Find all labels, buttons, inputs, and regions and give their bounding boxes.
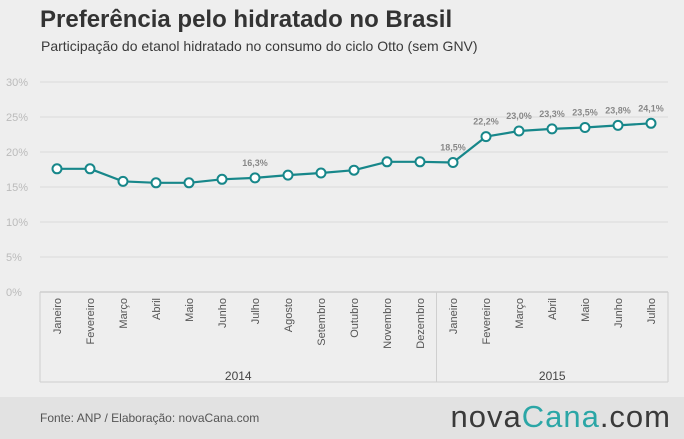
data-point [249, 172, 261, 184]
data-point [612, 119, 624, 131]
x-tick-label: Maio [580, 298, 592, 322]
data-point [315, 167, 327, 179]
y-tick-label: 0% [6, 287, 22, 299]
data-point [216, 173, 228, 185]
chart-title: Preferência pelo hidratado no Brasil [40, 6, 453, 33]
data-label: 24,1% [638, 103, 664, 113]
x-tick-label: Abril [547, 298, 559, 320]
x-tick-label: Abril [151, 298, 163, 320]
data-label: 23,0% [506, 111, 532, 121]
data-point [282, 169, 294, 181]
x-tick-label: Setembro [316, 298, 328, 346]
chart-subtitle: Participação do etanol hidratado no cons… [41, 38, 478, 54]
data-label: 18,5% [440, 143, 466, 153]
data-point [447, 157, 459, 168]
brand-logo: novaCana.com [450, 399, 671, 434]
footer-bar: Fonte: ANP / Elaboração: novaCana.com no… [0, 397, 684, 439]
data-point [381, 156, 393, 168]
y-tick-label: 25% [6, 112, 28, 124]
x-tick-label: Agosto [283, 298, 295, 332]
x-tick-label: Julho [646, 298, 658, 324]
group-label: 2015 [539, 369, 566, 383]
x-tick-label: Janeiro [52, 298, 64, 334]
data-point [51, 163, 63, 175]
data-point [513, 125, 525, 137]
data-point [117, 175, 129, 187]
y-tick-label: 20% [6, 147, 28, 159]
data-label: 23,8% [605, 105, 631, 115]
data-point [579, 122, 591, 133]
data-point [150, 177, 162, 189]
data-point [480, 131, 492, 143]
y-tick-label: 30% [6, 77, 28, 89]
x-tick-label: Fevereiro [481, 298, 493, 344]
x-tick-label: Junho [217, 298, 229, 328]
line-chart: 0% 5% 10% 15% 20% 25% 30% Janeiro Fevereiro Março… [6, 77, 669, 383]
source-note: Fonte: ANP / Elaboração: novaCana.com [40, 411, 260, 425]
data-point [645, 117, 657, 129]
x-tick-label: Janeiro [448, 298, 460, 334]
data-label: 23,5% [572, 108, 598, 118]
y-tick-label: 10% [6, 217, 28, 229]
x-tick-label: Fevereiro [85, 298, 97, 344]
data-point [183, 177, 195, 189]
x-tick-label: Dezembro [415, 298, 427, 349]
data-point [414, 156, 426, 168]
group-label: 2014 [225, 369, 252, 383]
data-point [84, 163, 96, 175]
y-tick-label: 5% [6, 252, 22, 264]
x-tick-label: Março [118, 298, 130, 329]
x-tick-label: Novembro [382, 298, 394, 349]
x-tick-label: Março [514, 298, 526, 329]
x-tick-label: Junho [613, 298, 625, 328]
y-tick-label: 15% [6, 182, 28, 194]
data-label: 16,3% [242, 158, 268, 168]
data-point [348, 164, 360, 176]
x-tick-label: Maio [184, 298, 196, 322]
x-tick-label: Julho [250, 298, 262, 324]
data-label: 23,3% [539, 109, 565, 119]
x-tick-label: Outubro [349, 298, 361, 338]
data-point [546, 123, 558, 135]
data-label: 22,2% [473, 117, 499, 127]
